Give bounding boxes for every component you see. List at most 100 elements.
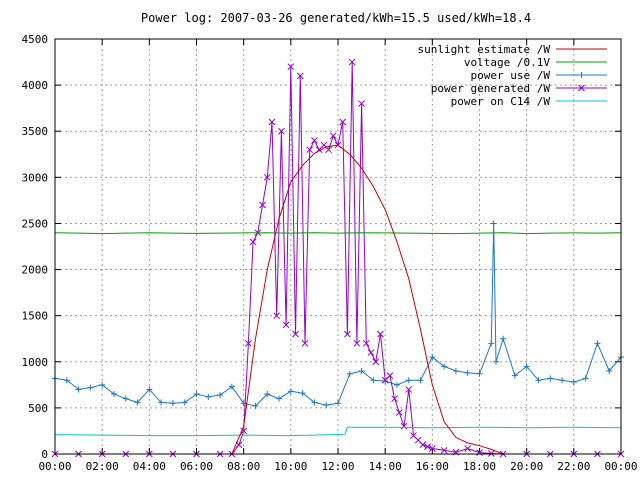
data-point — [358, 100, 365, 107]
data-point — [299, 390, 306, 397]
data-point — [377, 330, 384, 338]
legend-item-sunlight-estimate-w: sunlight estimate /W — [418, 43, 607, 56]
data-point — [344, 330, 351, 338]
data-point — [419, 441, 427, 449]
data-point — [268, 118, 276, 126]
data-point — [264, 391, 271, 398]
x-tick-label: 02:00 — [86, 460, 119, 473]
data-point — [134, 399, 141, 406]
legend-item-power-use-w: power use /W — [471, 69, 607, 82]
data-point — [393, 381, 400, 388]
data-point — [245, 339, 252, 347]
x-axis: 00:00 02:00 04:00 06:00 08:00 10:00 12:00 14:00… — [38, 39, 638, 473]
data-point — [493, 358, 500, 365]
data-point — [353, 339, 361, 347]
data-point — [367, 349, 375, 356]
data-point — [158, 399, 165, 406]
data-point — [263, 173, 271, 181]
data-point — [488, 340, 495, 347]
data-point — [464, 369, 471, 376]
legend-marker — [578, 72, 585, 78]
data-point — [405, 386, 413, 393]
x-tick-label: 20:00 — [510, 460, 543, 473]
data-point — [193, 391, 200, 398]
x-tick-label: 12:00 — [321, 460, 354, 473]
data-point — [500, 335, 507, 342]
x-tick-label: 16:00 — [416, 460, 449, 473]
data-point — [348, 58, 356, 66]
data-point — [259, 201, 266, 209]
legend-item-voltage-0-1v: voltage /0.1V — [464, 56, 607, 69]
data-point — [372, 358, 380, 366]
data-point — [75, 386, 82, 393]
data-point — [169, 400, 176, 407]
legend-label: voltage /0.1V — [464, 56, 550, 69]
y-tick-label: 3500 — [22, 125, 49, 138]
data-point — [362, 339, 370, 347]
series-line — [54, 232, 622, 235]
data-point — [87, 384, 94, 391]
data-point — [339, 118, 347, 126]
legend-label: power use /W — [471, 69, 551, 82]
data-point — [292, 330, 299, 338]
data-point — [424, 443, 431, 450]
y-tick-label: 4000 — [22, 79, 49, 92]
legend-label: sunlight estimate /W — [418, 43, 551, 56]
x-tick-label: 06:00 — [180, 460, 213, 473]
series-line — [54, 426, 622, 437]
data-point — [386, 372, 394, 379]
data-point — [287, 63, 295, 71]
data-point — [311, 137, 318, 144]
y-axis: 0 500 1000 1500 2000 2500 3000 3500 4000 4500 — [22, 33, 621, 461]
data-point — [311, 399, 318, 406]
data-point — [429, 354, 436, 361]
data-point — [282, 321, 290, 329]
x-tick-label: 22:00 — [557, 460, 590, 473]
y-tick-label: 4500 — [22, 33, 49, 46]
data-point — [287, 388, 294, 395]
data-point — [240, 427, 248, 435]
y-tick-label: 2000 — [22, 264, 49, 277]
x-tick-label: 14:00 — [369, 460, 402, 473]
data-point — [278, 127, 285, 135]
data-point — [441, 363, 448, 370]
x-tick-label: 04:00 — [133, 460, 166, 473]
data-point — [296, 72, 304, 80]
data-point — [205, 393, 212, 400]
data-point — [370, 377, 377, 384]
data-point — [346, 370, 353, 377]
legend-marker — [578, 84, 585, 92]
data-point — [301, 339, 309, 347]
data-point — [476, 370, 483, 377]
data-point — [464, 445, 472, 452]
data-point — [228, 383, 235, 390]
data-point — [511, 372, 518, 379]
series-voltage-0-1v — [54, 232, 622, 235]
data-point — [440, 446, 448, 454]
y-tick-label: 500 — [28, 402, 48, 415]
data-point — [535, 377, 542, 384]
data-point — [476, 449, 483, 456]
data-point — [358, 368, 365, 374]
y-tick-label: 1500 — [22, 310, 49, 323]
legend-label: power generated /W — [431, 82, 551, 95]
data-point — [594, 340, 601, 347]
x-tick-label: 18:00 — [463, 460, 496, 473]
x-tick-label: 10:00 — [274, 460, 307, 473]
y-tick-label: 3000 — [22, 171, 49, 184]
data-point — [559, 377, 566, 384]
series-line — [55, 62, 621, 455]
data-point — [405, 377, 412, 384]
data-point — [329, 132, 337, 140]
data-point — [273, 312, 281, 320]
data-point — [606, 368, 613, 374]
data-point — [323, 402, 330, 409]
series-line — [55, 144, 621, 455]
data-point — [490, 220, 497, 227]
legend-item-power-on-c14-w: power on C14 /W — [451, 95, 607, 108]
chart-title: Power log: 2007-03-26 generated/kWh=15.5… — [141, 11, 531, 25]
data-point — [523, 363, 530, 370]
series-layer — [51, 58, 625, 458]
x-tick-label: 00:00 — [604, 460, 637, 473]
